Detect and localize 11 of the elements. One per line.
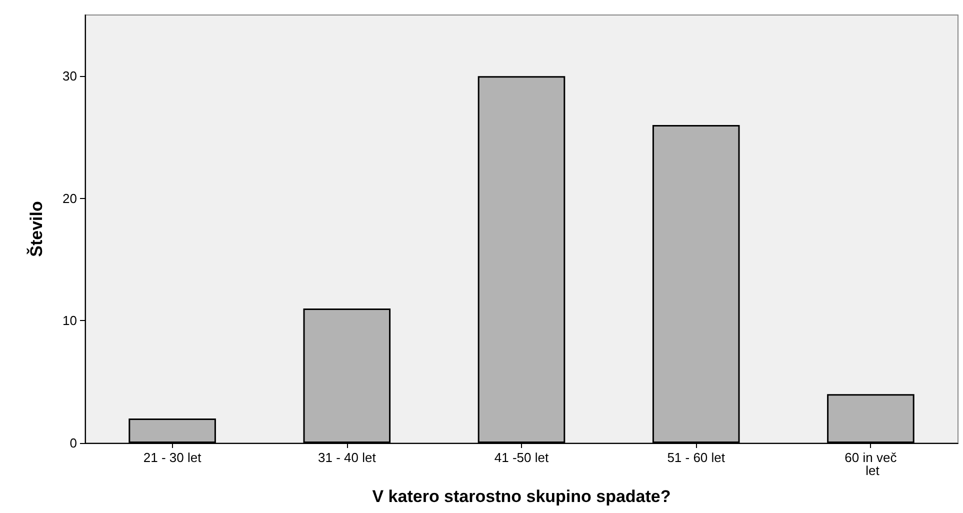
x-tick-label: 21 - 30 let — [143, 450, 202, 465]
x-tick-label: 31 - 40 let — [318, 450, 376, 465]
x-axis-title: V katero starostno skupino spadate? — [372, 487, 671, 506]
x-tick-label: 51 - 60 let — [667, 450, 726, 465]
x-tick-label: 60 in več let — [844, 450, 898, 478]
y-tick-label: 20 — [62, 190, 77, 206]
y-tick-label: 10 — [62, 313, 77, 328]
y-tick-label: 0 — [70, 436, 77, 450]
y-tick-label: 30 — [62, 68, 77, 84]
x-tick-label: 41 -50 let — [494, 450, 549, 465]
y-axis-title: Število — [26, 201, 46, 257]
